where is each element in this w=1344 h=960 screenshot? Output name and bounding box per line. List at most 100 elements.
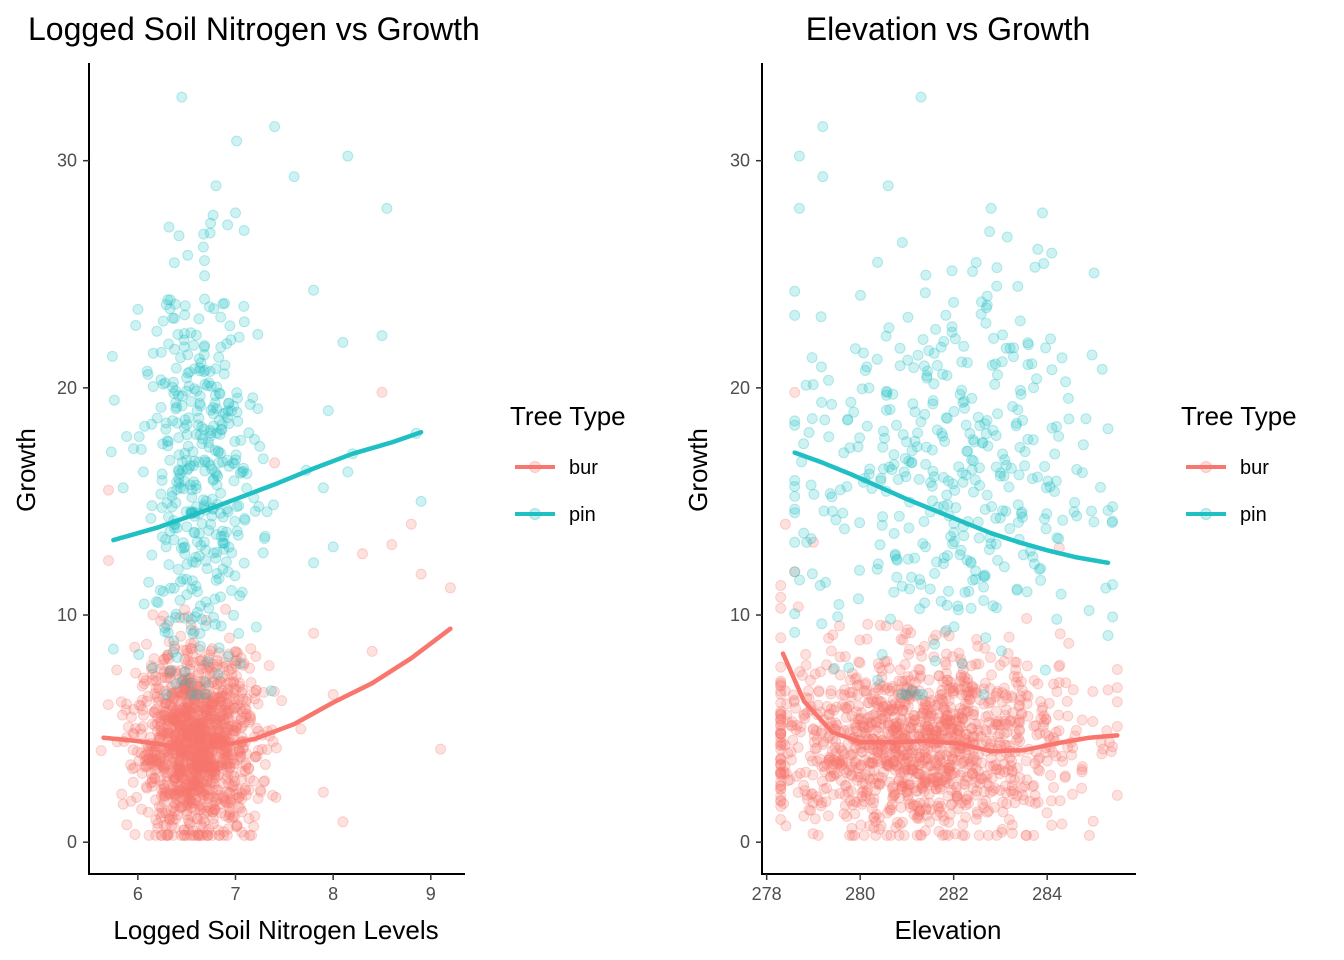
- data-point: [229, 758, 241, 770]
- data-point: [182, 710, 194, 722]
- data-point: [203, 757, 215, 769]
- data-point: [1032, 796, 1044, 808]
- data-point: [1040, 342, 1052, 354]
- data-point: [155, 715, 167, 727]
- data-point: [117, 798, 129, 810]
- data-point: [163, 698, 175, 710]
- data-point: [222, 746, 233, 758]
- data-point: [220, 727, 232, 739]
- data-point: [202, 775, 213, 787]
- data-point: [175, 802, 187, 814]
- data-point: [201, 805, 213, 817]
- data-point: [220, 758, 232, 770]
- data-point: [1080, 413, 1092, 425]
- data-point: [903, 522, 915, 534]
- data-point: [815, 311, 827, 323]
- data-point: [224, 761, 235, 773]
- data-point: [200, 495, 212, 507]
- data-point: [981, 299, 993, 311]
- data-point: [232, 783, 244, 795]
- data-point: [842, 413, 854, 425]
- data-point: [239, 513, 251, 524]
- data-point: [327, 689, 339, 700]
- data-point: [855, 289, 866, 301]
- data-point: [169, 791, 181, 803]
- data-point: [858, 829, 870, 841]
- data-point: [822, 810, 834, 822]
- data-point: [231, 820, 243, 832]
- data-point: [125, 759, 137, 771]
- data-point: [775, 591, 787, 603]
- data-point: [213, 647, 225, 659]
- data-point: [158, 714, 170, 726]
- data-point: [186, 772, 197, 784]
- data-point: [177, 688, 189, 700]
- data-point: [943, 585, 954, 597]
- data-point: [153, 807, 165, 819]
- data-point: [189, 611, 201, 623]
- data-point: [1008, 670, 1020, 682]
- data-point: [241, 693, 253, 705]
- data-point: [195, 786, 207, 798]
- data-point: [191, 755, 203, 767]
- data-point: [775, 753, 787, 765]
- data-point: [1076, 764, 1088, 775]
- data-point: [214, 793, 226, 804]
- y-tick-label: 10: [730, 605, 750, 625]
- data-point: [1051, 532, 1063, 544]
- data-point: [923, 345, 935, 357]
- data-point: [184, 779, 196, 791]
- data-point: [199, 454, 211, 466]
- data-point: [1019, 460, 1031, 472]
- data-point: [175, 829, 187, 841]
- data-point: [386, 539, 398, 551]
- data-point: [167, 702, 179, 714]
- data-point: [154, 775, 166, 786]
- data-point: [125, 711, 137, 723]
- data-point: [217, 661, 229, 673]
- data-point: [918, 785, 930, 797]
- data-point: [212, 751, 224, 763]
- data-point: [197, 749, 209, 761]
- data-point: [990, 512, 1002, 524]
- data-point: [181, 644, 192, 656]
- data-point: [181, 748, 193, 760]
- data-point: [245, 677, 257, 688]
- data-point: [1061, 695, 1073, 707]
- data-point: [931, 359, 943, 371]
- data-point: [213, 573, 225, 585]
- data-point: [899, 758, 911, 770]
- y-ticks: 0 10 20 30: [57, 151, 89, 852]
- data-point: [191, 754, 203, 766]
- x-tick-label: 280: [845, 884, 875, 904]
- data-point: [984, 226, 996, 238]
- data-point: [194, 398, 206, 409]
- data-point: [970, 257, 982, 268]
- data-point: [785, 746, 797, 758]
- data-point: [825, 685, 837, 697]
- data-point: [222, 677, 234, 689]
- data-point: [823, 374, 834, 386]
- data-point: [940, 625, 952, 636]
- data-point: [195, 754, 207, 766]
- data-point: [911, 800, 923, 812]
- data-point: [210, 713, 222, 725]
- data-point: [941, 489, 953, 501]
- y-tick-label: 0: [67, 832, 77, 852]
- data-point: [182, 824, 194, 836]
- data-point: [188, 774, 200, 786]
- x-axis-title: Logged Soil Nitrogen Levels: [113, 915, 438, 945]
- data-point: [357, 548, 368, 560]
- data-point: [1040, 523, 1052, 535]
- data-point: [864, 765, 876, 776]
- data-point: [230, 684, 242, 696]
- data-point: [883, 322, 895, 334]
- data-point: [179, 680, 191, 691]
- data-point: [805, 479, 817, 491]
- data-point: [876, 649, 888, 661]
- data-point: [1063, 413, 1075, 425]
- data-point: [188, 773, 199, 785]
- data-point: [267, 789, 278, 801]
- data-point: [183, 672, 195, 684]
- data-point: [182, 705, 194, 717]
